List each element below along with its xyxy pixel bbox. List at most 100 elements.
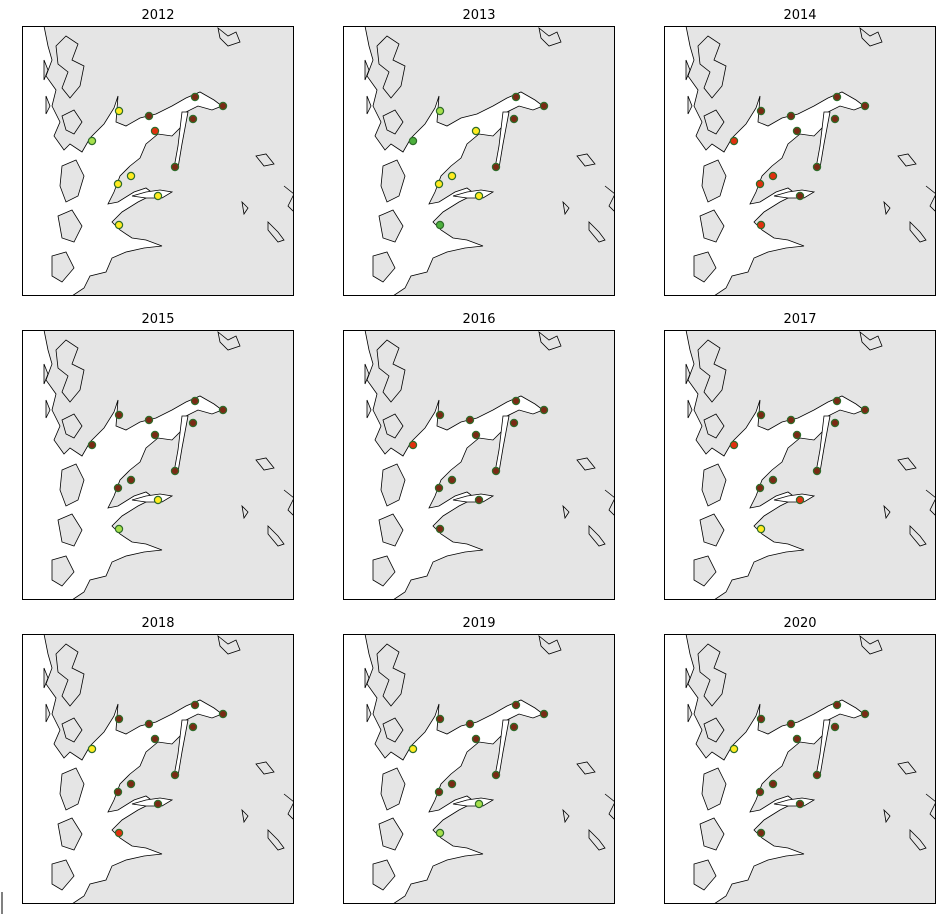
panel-title: 2016 — [462, 312, 495, 327]
station-dot — [87, 440, 97, 450]
station-dot — [87, 136, 97, 146]
station-dot — [188, 114, 198, 124]
station-dot — [812, 162, 822, 172]
station-dot — [860, 405, 870, 415]
station-dot — [756, 410, 766, 420]
station-dot — [447, 475, 457, 485]
station-dot — [170, 162, 180, 172]
station-dot — [465, 719, 475, 729]
coastline — [664, 26, 936, 296]
panel-title: 2018 — [141, 616, 174, 631]
coastline — [22, 26, 294, 296]
station-dot — [126, 171, 136, 181]
station-dot — [795, 799, 805, 809]
station-dot — [150, 430, 160, 440]
station-dot — [795, 191, 805, 201]
station-dot — [153, 191, 163, 201]
station-dot — [792, 126, 802, 136]
station-dot — [218, 405, 228, 415]
station-dot — [435, 410, 445, 420]
station-dot — [491, 770, 501, 780]
station-dot — [434, 787, 444, 797]
station-dot — [408, 744, 418, 754]
station-dot — [218, 101, 228, 111]
station-dot — [832, 92, 842, 102]
station-dot — [114, 714, 124, 724]
station-dot — [511, 700, 521, 710]
station-dot — [756, 714, 766, 724]
station-dot — [795, 495, 805, 505]
station-dot — [830, 114, 840, 124]
station-dot — [755, 179, 765, 189]
station-dot — [435, 828, 445, 838]
map-panel: 2020 — [664, 616, 936, 904]
station-dot — [729, 136, 739, 146]
station-dot — [114, 106, 124, 116]
station-dot — [860, 101, 870, 111]
station-dot — [756, 524, 766, 534]
station-dot — [190, 700, 200, 710]
station-dot — [114, 524, 124, 534]
station-dot — [768, 779, 778, 789]
station-dot — [114, 828, 124, 838]
station-dot — [511, 396, 521, 406]
station-dot — [474, 191, 484, 201]
station-dot — [755, 483, 765, 493]
station-dot — [408, 136, 418, 146]
station-dot — [491, 162, 501, 172]
station-dot — [729, 440, 739, 450]
station-dot — [830, 418, 840, 428]
station-dot — [114, 410, 124, 420]
station-dot — [471, 734, 481, 744]
map-panel: 2014 — [664, 8, 936, 296]
panel-title: 2015 — [141, 312, 174, 327]
station-dot — [491, 466, 501, 476]
station-dot — [755, 787, 765, 797]
station-dot — [188, 418, 198, 428]
station-dot — [786, 415, 796, 425]
map-panel: 2015 — [22, 312, 294, 600]
station-dot — [474, 495, 484, 505]
map-panel: 2018 — [22, 616, 294, 904]
station-dot — [812, 466, 822, 476]
panel-title: 2012 — [141, 8, 174, 23]
station-dot — [126, 779, 136, 789]
station-dot — [408, 440, 418, 450]
station-dot — [465, 415, 475, 425]
map-panel: 2013 — [343, 8, 615, 296]
station-dot — [447, 779, 457, 789]
station-dot — [87, 744, 97, 754]
station-dot — [756, 106, 766, 116]
station-dot — [792, 734, 802, 744]
station-dot — [153, 495, 163, 505]
station-dot — [471, 126, 481, 136]
panel-title: 2017 — [783, 312, 816, 327]
station-dot — [539, 709, 549, 719]
station-dot — [188, 722, 198, 732]
station-dot — [435, 714, 445, 724]
station-dot — [511, 92, 521, 102]
station-dot — [792, 430, 802, 440]
station-dot — [144, 111, 154, 121]
station-dot — [113, 179, 123, 189]
station-dot — [474, 799, 484, 809]
station-dot — [435, 524, 445, 534]
station-dot — [812, 770, 822, 780]
station-dot — [114, 220, 124, 230]
map-panel: 2019 — [343, 616, 615, 904]
station-dot — [170, 770, 180, 780]
station-dot — [786, 111, 796, 121]
station-dot — [150, 126, 160, 136]
station-dot — [434, 179, 444, 189]
station-dot — [509, 418, 519, 428]
coastline — [22, 634, 294, 904]
coastline — [664, 330, 936, 600]
station-dot — [539, 101, 549, 111]
map-panel: 2016 — [343, 312, 615, 600]
station-dot — [756, 220, 766, 230]
station-dot — [786, 719, 796, 729]
coastline — [343, 330, 615, 600]
map-panel: 2017 — [664, 312, 936, 600]
station-dot — [113, 787, 123, 797]
